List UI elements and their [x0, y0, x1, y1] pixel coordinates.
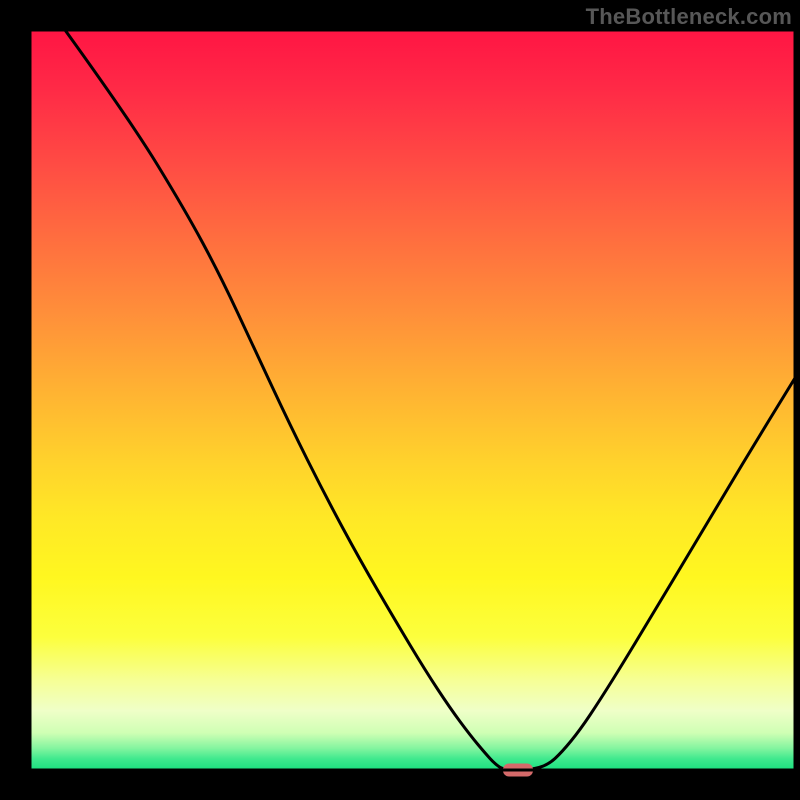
watermark-text: TheBottleneck.com	[586, 4, 792, 30]
chart-plot-area	[30, 30, 795, 770]
chart-container: TheBottleneck.com	[0, 0, 800, 800]
bottleneck-chart	[0, 0, 800, 800]
